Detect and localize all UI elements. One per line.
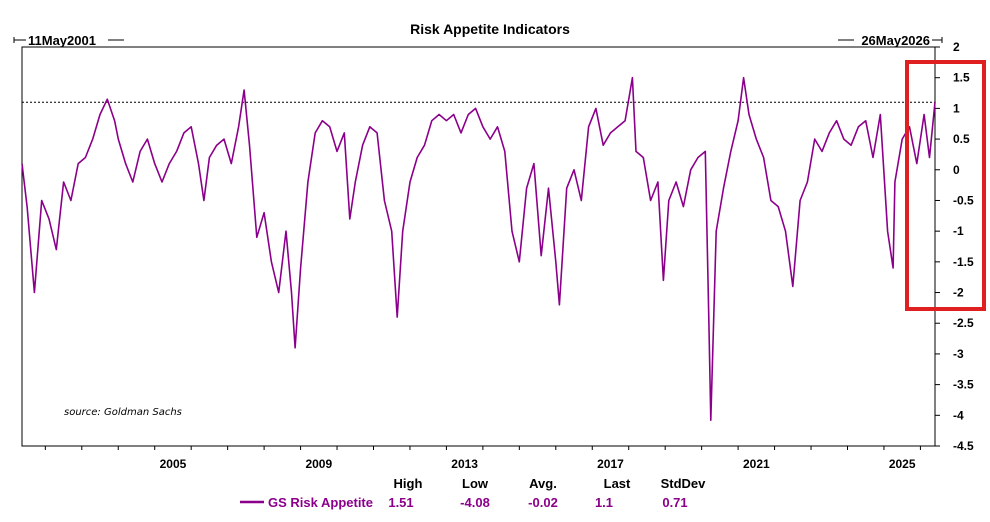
y-tick-label: -0.5	[953, 193, 974, 207]
y-tick-label: -3.5	[953, 378, 974, 392]
y-tick-label: -4	[953, 408, 964, 422]
y-tick-label: -1.5	[953, 255, 974, 269]
stat-value-high: 1.51	[388, 495, 413, 510]
y-tick-label: -2.5	[953, 316, 974, 330]
x-tick-label: 2021	[743, 457, 770, 471]
date-range-end-label: 26May2026	[861, 33, 930, 48]
y-tick-label: -1	[953, 224, 964, 238]
date-range-end: 26May2026	[838, 33, 943, 48]
source-annotation: source: Goldman Sachs	[64, 407, 182, 418]
y-tick-label: 1.5	[953, 71, 970, 85]
date-range-start-label: 11May2001	[28, 33, 96, 48]
stat-header-stddev: StdDev	[661, 476, 707, 491]
x-tick-label: 2005	[160, 457, 187, 471]
plot-frame	[21, 46, 936, 447]
x-axis: 2005 2009 2013 2017 2021 2025	[44, 446, 921, 471]
legend-label: GS Risk Appetite	[268, 495, 373, 510]
y-tick-label: -4.5	[953, 439, 974, 453]
x-tick-label: 2017	[597, 457, 624, 471]
series-line-gs-risk-appetite	[21, 76, 936, 422]
date-range-start: 11May2001	[13, 33, 124, 48]
stat-header-low: Low	[462, 476, 489, 491]
y-tick-label: 1	[953, 101, 960, 115]
y-tick-label: 2	[953, 40, 960, 54]
stats-table: High Low Avg. Last StdDev GS Risk Appeti…	[240, 476, 706, 510]
stat-value-stddev: 0.71	[662, 495, 687, 510]
stat-header-high: High	[394, 476, 423, 491]
chart-title: Risk Appetite Indicators	[410, 21, 570, 37]
x-tick-label: 2009	[305, 457, 332, 471]
y-tick-label: 0.5	[953, 132, 970, 146]
stat-value-last: 1.1	[595, 495, 613, 510]
y-tick-label: -2	[953, 286, 964, 300]
x-tick-label: 2013	[451, 457, 478, 471]
stat-header-last: Last	[604, 476, 631, 491]
y-tick-label: 0	[953, 163, 960, 177]
stat-value-low: -4.08	[460, 495, 490, 510]
y-tick-label: -3	[953, 347, 964, 361]
stat-value-avg: -0.02	[528, 495, 558, 510]
x-tick-label: 2025	[889, 457, 916, 471]
highlight-box	[905, 60, 986, 311]
stat-header-avg: Avg.	[529, 476, 557, 491]
y-axis: 2 1.5 1 0.5 0 -0.5 -1 -1.5 -2 -2.5 -3 -3.5 -4 -4.5	[935, 40, 974, 453]
